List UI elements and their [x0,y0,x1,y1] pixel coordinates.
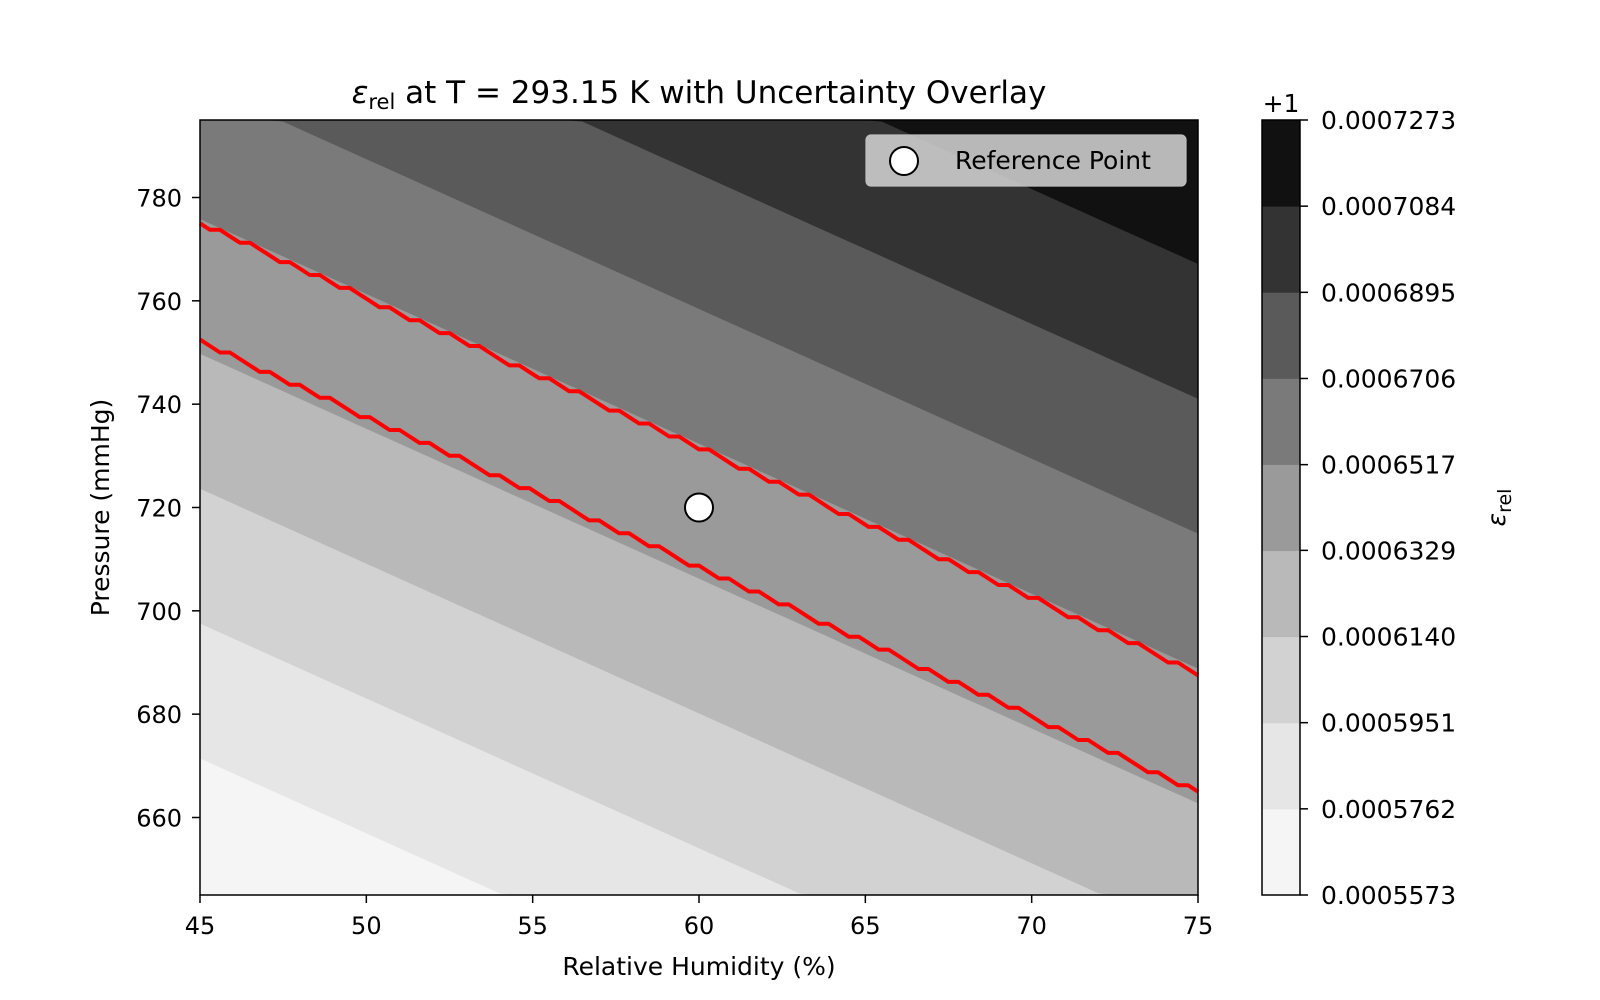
title-rest: at T = 293.15 K with Uncertainty Overlay [395,75,1046,111]
colorbar-tick-label: 0.0006895 [1321,278,1456,307]
colorbar-tick-label: 0.0006706 [1321,364,1456,393]
colorbar-label: εrel [1482,489,1516,527]
y-tick-label: 700 [136,598,182,626]
colorbar-label-subscript: rel [1494,489,1516,513]
y-tick-label: 680 [136,701,182,729]
reference-point-marker [684,492,714,523]
colorbar-band-5 [1262,464,1300,552]
y-axis-label: Pressure (mmHg) [86,399,115,617]
x-tick-label: 65 [850,912,881,940]
uncertainty-line-2 [198,337,1200,794]
y-tick-label: 780 [136,185,182,213]
x-tick-label: 50 [351,912,382,940]
colorbar-band-2 [1262,722,1300,810]
colorbar-band-7 [1262,292,1300,379]
colorbar-tick-label: 0.0007084 [1321,192,1456,221]
colorbar-tick-label: 0.0007273 [1321,106,1456,135]
colorbar-tick-label: 0.0005573 [1321,881,1456,910]
x-tick-label: 60 [684,912,715,940]
y-axis-ticks: 660 680 700 720 740 760 780 [136,185,200,833]
colorbar-frame [1261,119,1301,896]
colorbar-bands [1262,120,1300,896]
legend-box [865,134,1187,187]
legend-label: Reference Point [955,146,1151,175]
colorbar-offset-text: +1 [1263,89,1300,118]
legend: Reference Point [865,134,1187,187]
colorbar-band-3 [1262,636,1300,724]
uncertainty-lines [198,221,1200,794]
y-tick-label: 740 [136,391,182,419]
colorbar: 0.0005573 0.0005762 0.0005951 0.0006140 0.00… [1261,89,1516,910]
chart-title: εrel at T = 293.15 K with Uncertainty Ov… [352,75,1047,114]
colorbar-band-8 [1262,206,1300,293]
title-subscript: rel [368,90,395,114]
x-tick-label: 55 [517,912,548,940]
title-symbol: ε [352,75,369,111]
y-tick-label: 760 [136,288,182,316]
x-tick-label: 45 [185,912,216,940]
colorbar-tick-label: 0.0005951 [1321,709,1456,738]
reference-markers [684,492,714,523]
x-axis-label: Relative Humidity (%) [562,952,835,981]
colorbar-tick-label: 0.0006329 [1321,536,1456,565]
colorbar-band-9 [1262,120,1300,207]
colorbar-band-6 [1262,378,1300,465]
x-axis-ticks: 45 50 55 60 65 70 75 [185,895,1214,940]
uncertainty-line-1 [198,221,1200,678]
colorbar-label-symbol: ε [1482,513,1511,527]
colorbar-band-4 [1262,550,1300,638]
colorbar-band-1 [1262,808,1300,896]
x-tick-label: 75 [1183,912,1214,940]
colorbar-tick-label: 0.0006517 [1321,451,1456,480]
colorbar-ticks: 0.0005573 0.0005762 0.0005951 0.0006140 0.00… [1300,106,1456,910]
x-tick-label: 70 [1016,912,1047,940]
legend-marker-icon [889,146,919,176]
colorbar-tick-label: 0.0005762 [1321,795,1456,824]
y-tick-label: 660 [136,805,182,833]
colorbar-tick-label: 0.0006140 [1321,623,1456,652]
y-tick-label: 720 [136,495,182,523]
